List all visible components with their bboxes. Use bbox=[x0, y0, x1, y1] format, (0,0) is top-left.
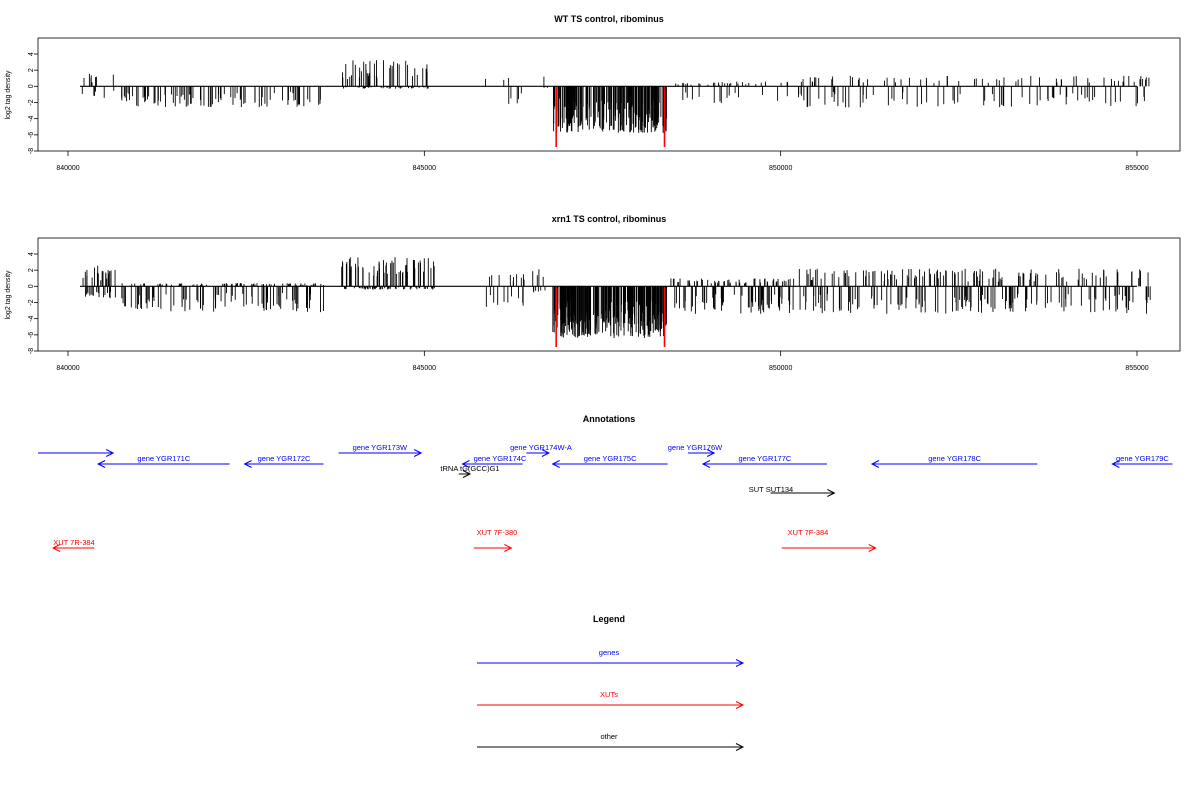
feature-arrowhead bbox=[868, 544, 877, 552]
annotation-feature: gene YGR179C bbox=[1111, 454, 1173, 468]
x-tick-label: 855000 bbox=[1125, 165, 1148, 172]
legend-item: genes bbox=[477, 648, 745, 667]
x-axis: 840000 845000 850000 855000 bbox=[56, 351, 1149, 372]
feature-arrowhead bbox=[551, 460, 560, 468]
annotation-feature: gene YGR176W bbox=[668, 443, 723, 457]
legend-label: genes bbox=[599, 648, 620, 657]
y-tick-label: -8 bbox=[28, 348, 35, 354]
y-tick-label: -6 bbox=[28, 132, 35, 138]
feature-arrowhead bbox=[461, 460, 470, 468]
annotation-features: gene YGR171C gene YGR172C gene YGR173W gene… bbox=[38, 443, 1173, 552]
feature-label: tRNA tG(GCC)G1 bbox=[440, 464, 499, 473]
feature-arrowhead bbox=[735, 701, 745, 709]
feature-arrowhead bbox=[870, 460, 880, 468]
feature-arrowhead bbox=[243, 460, 252, 468]
y-tick-label: 4 bbox=[28, 252, 35, 256]
x-tick-label: 850000 bbox=[769, 365, 792, 372]
annotation-feature: gene YGR174C bbox=[461, 454, 527, 468]
feature-label: gene YGR179C bbox=[1116, 454, 1169, 463]
y-tick-label: 2 bbox=[28, 268, 35, 272]
feature-label: gene YGR178C bbox=[928, 454, 981, 463]
x-tick-label: 855000 bbox=[1125, 365, 1148, 372]
feature-arrowhead bbox=[541, 449, 551, 457]
legend: Legend genes XUTs other bbox=[477, 614, 745, 751]
y-axis: 4 2 0 -2 -4 -6 -8 bbox=[28, 52, 38, 154]
feature-label: gene YGR174W-A bbox=[510, 443, 572, 452]
annotation-feature bbox=[38, 449, 115, 457]
feature-label: XUT 7R-384 bbox=[53, 538, 95, 547]
feature-arrowhead bbox=[51, 544, 61, 552]
annotation-feature: gene YGR173W bbox=[338, 443, 423, 457]
y-tick-label: 0 bbox=[28, 84, 35, 88]
feature-arrowhead bbox=[1111, 460, 1120, 468]
annotation-feature: gene YGR175C bbox=[551, 454, 668, 468]
xrn1-density-panel: xrn1 TS control, ribominus log2 tag dens… bbox=[5, 214, 1181, 372]
feature-arrowhead bbox=[96, 460, 106, 468]
y-axis: 4 2 0 -2 -4 -6 -8 bbox=[28, 252, 38, 354]
y-tick-label: -6 bbox=[28, 332, 35, 338]
feature-arrowhead bbox=[105, 449, 115, 457]
x-axis: 840000 845000 850000 855000 bbox=[56, 151, 1149, 172]
density-bars bbox=[80, 60, 1150, 147]
y-tick-label: -2 bbox=[28, 299, 35, 305]
annotation-feature: gene YGR171C bbox=[96, 454, 230, 468]
feature-arrowhead bbox=[504, 544, 513, 552]
annotation-feature: gene YGR174W-A bbox=[510, 443, 572, 457]
feature-arrowhead bbox=[735, 659, 745, 667]
y-tick-label: 2 bbox=[28, 68, 35, 72]
annotation-feature: XUT 7R-384 bbox=[51, 538, 95, 552]
y-tick-label: -4 bbox=[28, 115, 35, 121]
y-axis-label: log2 tag density bbox=[5, 270, 12, 320]
feature-arrowhead bbox=[735, 743, 745, 751]
annotations-track: Annotations gene YGR171C gene YGR172Cgene… bbox=[38, 414, 1173, 552]
feature-label: gene YGR177C bbox=[738, 454, 791, 463]
feature-arrowhead bbox=[413, 449, 423, 457]
feature-label: gene YGR174C bbox=[474, 454, 527, 463]
annotation-feature: gene YGR177C bbox=[701, 454, 827, 468]
plot-frame bbox=[37, 37, 1181, 152]
annotation-feature: SUT SUT134 bbox=[749, 485, 836, 497]
y-tick-label: -2 bbox=[28, 99, 35, 105]
feature-arrowhead bbox=[462, 470, 472, 478]
legend-label: other bbox=[600, 732, 618, 741]
feature-label: XUT 7F-384 bbox=[788, 528, 829, 537]
annotation-feature: gene YGR172C bbox=[243, 454, 324, 468]
x-tick-label: 845000 bbox=[413, 365, 436, 372]
panel-title: WT TS control, ribominus bbox=[554, 14, 664, 24]
x-tick-label: 850000 bbox=[769, 165, 792, 172]
feature-label: gene YGR173W bbox=[353, 443, 408, 452]
feature-label: gene YGR171C bbox=[137, 454, 190, 463]
feature-label: gene YGR172C bbox=[258, 454, 311, 463]
density-bars bbox=[80, 257, 1151, 347]
plot-frame bbox=[37, 237, 1181, 352]
wt-density-panel: WT TS control, ribominus log2 tag densit… bbox=[5, 14, 1181, 172]
feature-arrowhead bbox=[701, 460, 711, 468]
feature-label: gene YGR175C bbox=[584, 454, 637, 463]
feature-arrowhead bbox=[706, 449, 716, 457]
annotations-title: Annotations bbox=[583, 414, 636, 424]
x-tick-label: 845000 bbox=[413, 165, 436, 172]
y-tick-label: -4 bbox=[28, 315, 35, 321]
y-axis-label: log2 tag density bbox=[5, 70, 12, 120]
feature-label: XUT 7F-380 bbox=[477, 528, 518, 537]
x-tick-label: 840000 bbox=[56, 165, 79, 172]
legend-label: XUTs bbox=[600, 690, 618, 699]
legend-item: other bbox=[477, 732, 745, 751]
y-tick-label: 4 bbox=[28, 52, 35, 56]
panel-title: xrn1 TS control, ribominus bbox=[552, 214, 667, 224]
annotation-feature: XUT 7F-380 bbox=[473, 528, 518, 552]
y-tick-label: 0 bbox=[28, 284, 35, 288]
feature-label: gene YGR176W bbox=[668, 443, 723, 452]
y-tick-label: -8 bbox=[28, 148, 35, 154]
annotation-feature: XUT 7F-384 bbox=[781, 528, 877, 552]
feature-arrowhead bbox=[827, 489, 836, 497]
annotation-feature: gene YGR178C bbox=[870, 454, 1038, 468]
x-tick-label: 840000 bbox=[56, 365, 79, 372]
feature-label: SUT SUT134 bbox=[749, 485, 793, 494]
annotation-feature: tRNA tG(GCC)G1 bbox=[440, 464, 500, 478]
legend-title: Legend bbox=[593, 614, 625, 624]
legend-items: genes XUTs other bbox=[477, 648, 745, 751]
legend-item: XUTs bbox=[477, 690, 745, 709]
